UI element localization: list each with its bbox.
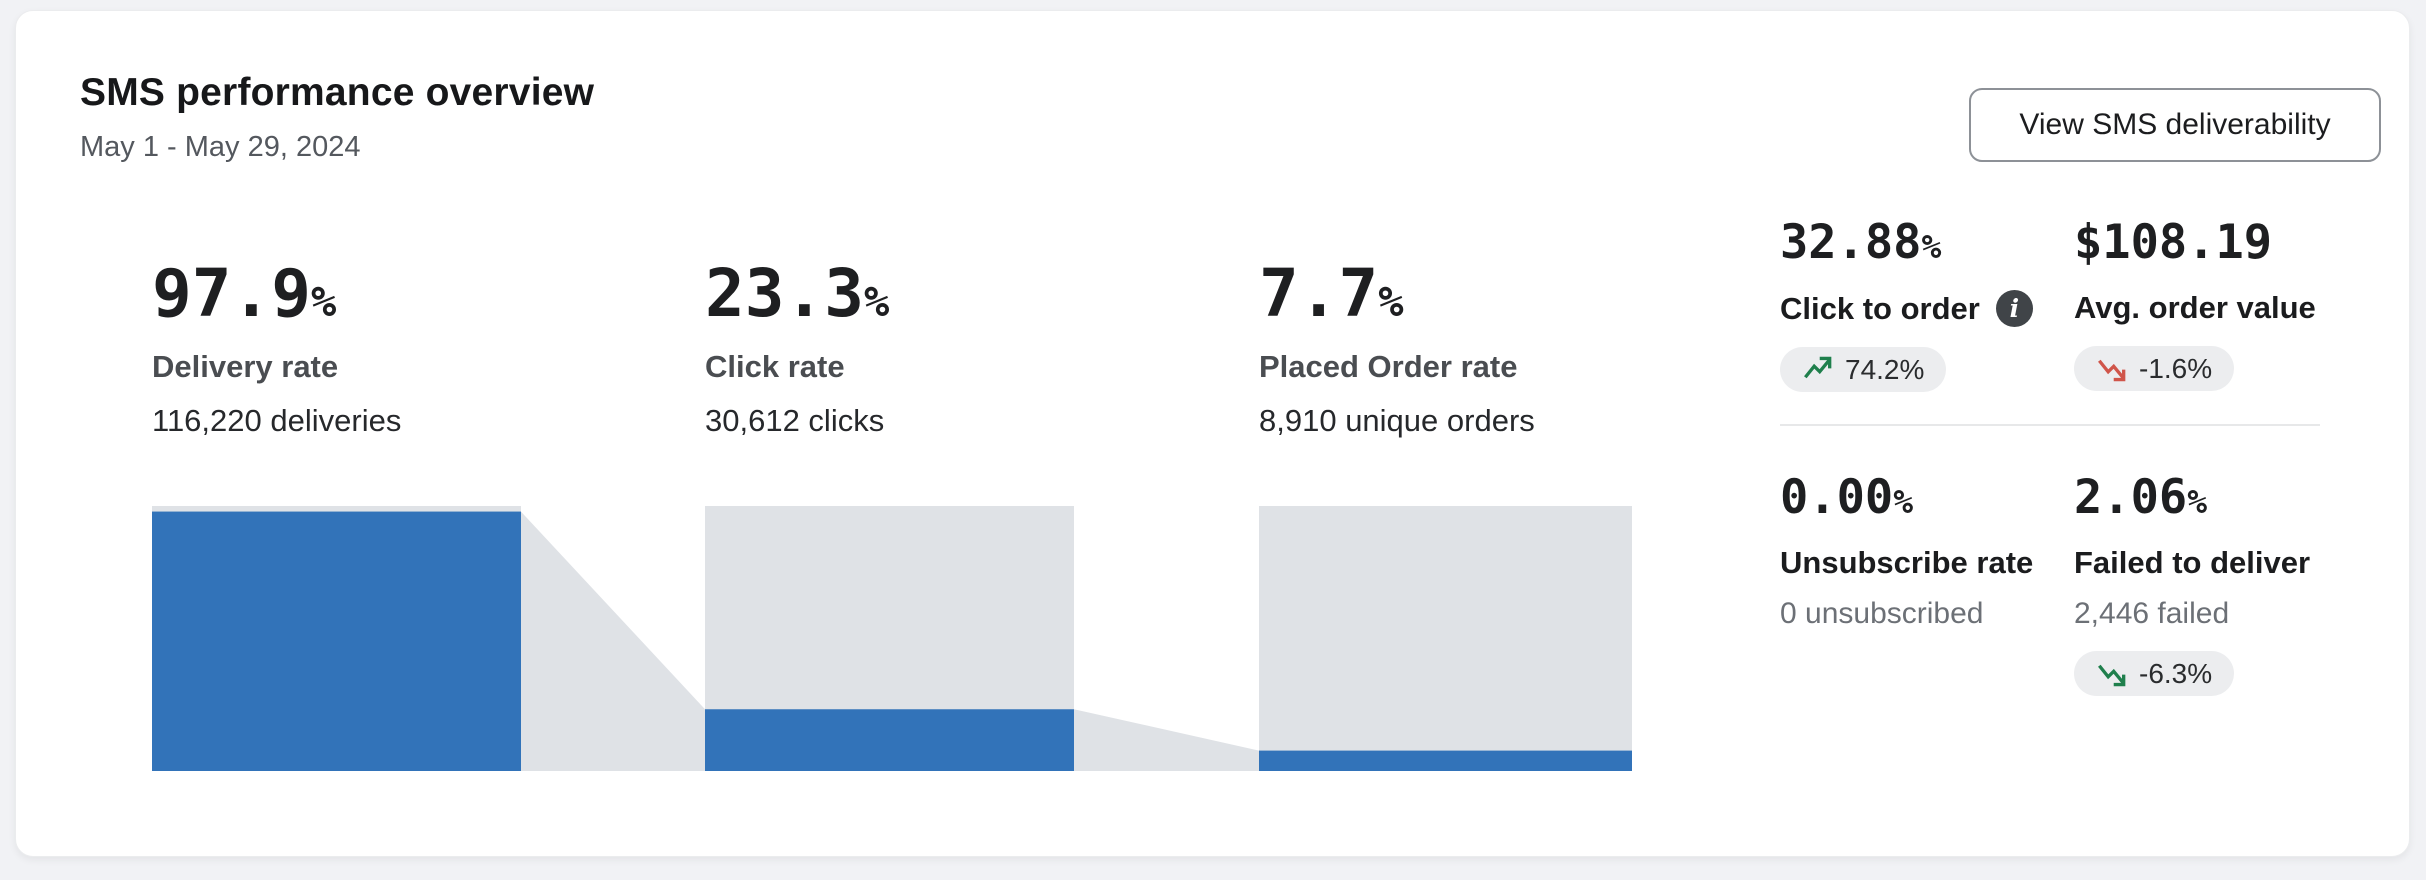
funnel-stage-delivery: 97.9% Delivery rate 116,220 deliveries: [152, 261, 401, 439]
avg-order-value-label: Avg. order value: [2074, 290, 2316, 325]
trend-badge: -1.6%: [2074, 346, 2235, 391]
failed-to-deliver-value: 2.06%: [2074, 470, 2208, 525]
unsubscribe-rate-label: Unsubscribe rate: [1780, 545, 2034, 580]
failed-to-deliver-label: Failed to deliver: [2074, 545, 2311, 580]
funnel-bar-fill-2: [705, 709, 1074, 771]
metric-failed-to-deliver: 2.06% Failed to deliver 2,446 failed -6.…: [2074, 474, 2310, 696]
click-rate-value: 23.3%: [705, 255, 890, 332]
delivery-rate-value: 97.9%: [152, 255, 337, 332]
delivery-rate-label: Delivery rate: [152, 349, 339, 384]
funnel-bar-bg-3: [1259, 506, 1632, 771]
info-icon[interactable]: i: [1995, 290, 2033, 327]
failed-count: 2,446 failed: [2074, 597, 2230, 630]
funnel-connector-2: [1074, 709, 1259, 771]
metric-avg-order-value: $108.19 Avg. order value -1.6%: [2074, 219, 2316, 391]
click-count: 30,612 clicks: [705, 403, 885, 438]
sms-performance-card: SMS performance overview May 1 - May 29,…: [15, 10, 2410, 857]
funnel-chart: [152, 506, 1632, 771]
funnel-bar-fill-3: [1259, 750, 1632, 771]
funnel-connector-1: [521, 511, 705, 771]
funnel-stage-click: 23.3% Click rate 30,612 clicks: [705, 261, 889, 439]
funnel-bar-fill-1: [152, 511, 521, 771]
placed-order-rate-label: Placed Order rate: [1259, 349, 1518, 384]
click-rate-label: Click rate: [705, 349, 845, 384]
metric-click-to-order: 32.88% Click to order i 74.2%: [1780, 219, 2033, 392]
order-count: 8,910 unique orders: [1259, 403, 1535, 438]
page-title: SMS performance overview: [80, 71, 595, 114]
avg-order-value-value: $108.19: [2074, 215, 2273, 270]
view-sms-deliverability-button[interactable]: View SMS deliverability: [1969, 88, 2381, 162]
click-to-order-value: 32.88%: [1780, 215, 1942, 270]
trend-badge: -6.3%: [2074, 651, 2235, 696]
trend-down-icon: [2098, 359, 2126, 382]
unsubscribed-count: 0 unsubscribed: [1780, 597, 1984, 630]
unsubscribe-rate-value: 0.00%: [1780, 470, 1914, 525]
metric-unsubscribe-rate: 0.00% Unsubscribe rate 0 unsubscribed: [1780, 474, 2033, 631]
metrics-divider: [1780, 424, 2320, 426]
trend-up-icon: [1804, 356, 1832, 379]
trend-badge: 74.2%: [1780, 347, 1947, 392]
click-to-order-label: Click to order: [1780, 290, 1980, 326]
trend-down-icon: [2098, 664, 2126, 687]
placed-order-rate-value: 7.7%: [1259, 255, 1404, 332]
delivery-count: 116,220 deliveries: [152, 403, 402, 438]
funnel-stage-placed-order: 7.7% Placed Order rate 8,910 unique orde…: [1259, 261, 1535, 439]
date-range: May 1 - May 29, 2024: [80, 131, 361, 163]
